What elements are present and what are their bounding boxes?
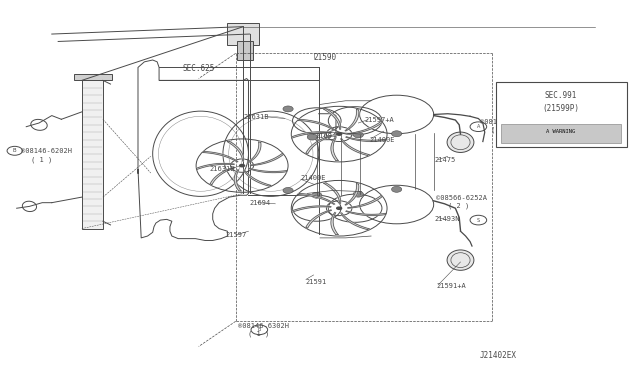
Text: 21590: 21590 <box>314 52 337 61</box>
Text: ( 2 ): ( 2 ) <box>448 202 469 209</box>
Text: 21493N: 21493N <box>435 216 460 222</box>
Circle shape <box>312 192 322 198</box>
Polygon shape <box>340 139 369 155</box>
Text: ( 1 ): ( 1 ) <box>491 127 513 133</box>
Polygon shape <box>234 170 241 191</box>
Text: 21631B: 21631B <box>243 114 269 120</box>
Circle shape <box>353 132 364 138</box>
Text: A WARNING: A WARNING <box>547 129 576 134</box>
Ellipse shape <box>447 132 474 153</box>
Text: 21475: 21475 <box>435 157 456 163</box>
Text: B: B <box>258 327 261 332</box>
Text: ( 1 ): ( 1 ) <box>248 331 269 337</box>
Polygon shape <box>324 183 340 203</box>
Circle shape <box>307 134 317 140</box>
Polygon shape <box>331 138 338 160</box>
Text: ®08146-6302H: ®08146-6302H <box>238 323 289 329</box>
Polygon shape <box>196 163 234 170</box>
Polygon shape <box>298 119 335 130</box>
Text: B: B <box>13 148 17 153</box>
Bar <box>74 74 113 80</box>
Circle shape <box>283 187 293 193</box>
Text: SEC.625: SEC.625 <box>182 64 215 73</box>
Text: 21400E: 21400E <box>369 137 395 143</box>
Polygon shape <box>348 121 382 134</box>
Text: (21599P): (21599P) <box>543 105 580 113</box>
Bar <box>82 80 103 229</box>
Circle shape <box>239 164 245 167</box>
Text: 21400E: 21400E <box>301 175 326 181</box>
Bar <box>495 82 627 147</box>
Polygon shape <box>340 213 369 230</box>
Circle shape <box>283 106 293 112</box>
Polygon shape <box>210 167 235 185</box>
Text: 21591: 21591 <box>305 279 326 285</box>
Polygon shape <box>250 153 284 166</box>
Polygon shape <box>306 136 332 154</box>
Polygon shape <box>345 184 359 205</box>
Bar <box>500 124 621 142</box>
Circle shape <box>336 206 342 210</box>
Text: 21591+A: 21591+A <box>436 283 466 289</box>
Polygon shape <box>292 132 331 138</box>
Circle shape <box>392 131 402 137</box>
Text: J21402EX: J21402EX <box>479 351 516 360</box>
Circle shape <box>336 132 342 136</box>
FancyBboxPatch shape <box>237 41 253 60</box>
Polygon shape <box>345 109 359 131</box>
Text: ( 1 ): ( 1 ) <box>31 157 52 163</box>
Polygon shape <box>248 168 287 173</box>
Polygon shape <box>348 195 382 208</box>
Text: S: S <box>477 218 480 222</box>
Text: ®08146-6302H: ®08146-6302H <box>479 119 531 125</box>
Polygon shape <box>346 137 386 141</box>
Polygon shape <box>306 210 332 228</box>
Circle shape <box>392 186 402 192</box>
Text: 21694: 21694 <box>250 200 271 206</box>
Text: 21694: 21694 <box>316 133 337 140</box>
FancyBboxPatch shape <box>227 23 259 45</box>
Text: 21631B: 21631B <box>209 166 235 172</box>
Polygon shape <box>203 151 238 162</box>
Text: ®08146-6202H: ®08146-6202H <box>21 148 72 154</box>
Polygon shape <box>227 141 244 161</box>
Text: ©08566-6252A: ©08566-6252A <box>436 195 487 201</box>
Text: SEC.991: SEC.991 <box>545 92 577 100</box>
Text: 21597: 21597 <box>225 232 247 238</box>
Polygon shape <box>324 109 340 129</box>
Polygon shape <box>298 193 335 205</box>
Polygon shape <box>331 212 338 235</box>
Ellipse shape <box>447 250 474 270</box>
Polygon shape <box>248 142 261 163</box>
Circle shape <box>353 191 364 197</box>
Polygon shape <box>244 170 271 186</box>
Polygon shape <box>346 211 386 216</box>
Polygon shape <box>292 206 331 212</box>
Text: 21597+A: 21597+A <box>365 117 394 123</box>
Text: A: A <box>477 124 480 129</box>
